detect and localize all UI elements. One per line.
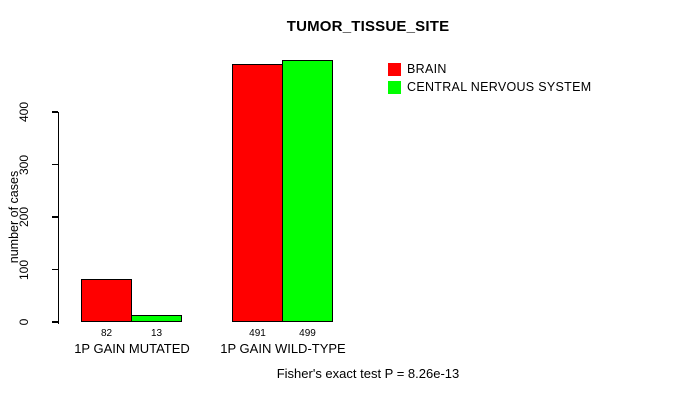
legend-swatch: [388, 80, 401, 94]
chart-title: TUMOR_TISSUE_SITE: [286, 18, 450, 35]
y-axis-tick: [51, 163, 58, 166]
y-axis-line: [57, 112, 59, 324]
y-axis-tick: [51, 111, 58, 113]
y-axis-tick: [51, 268, 58, 271]
y-tick-label: 300: [17, 154, 31, 175]
legend-label: BRAIN: [407, 62, 447, 76]
y-axis-tick: [51, 321, 58, 323]
bar-value-label: 82: [100, 328, 113, 339]
bar-value-label: 499: [299, 328, 316, 339]
legend-item: BRAIN: [388, 62, 591, 76]
legend: BRAIN CENTRAL NERVOUS SYSTEM: [388, 62, 591, 98]
bar-value-label: 13: [150, 328, 163, 339]
bar: [232, 64, 283, 322]
caption-text: Fisher's exact test P = 8.26e-13: [276, 366, 460, 381]
bar-value-label: 491: [249, 328, 266, 339]
y-tick-label: 0: [17, 318, 31, 326]
bar: [81, 279, 132, 322]
y-tick-label: 200: [17, 206, 31, 228]
legend-item: CENTRAL NERVOUS SYSTEM: [388, 80, 591, 94]
y-axis-tick: [51, 216, 58, 218]
y-tick-label: 100: [17, 259, 31, 280]
x-category-label: 1P GAIN WILD-TYPE: [220, 341, 346, 356]
legend-swatch: [388, 62, 401, 76]
bar: [282, 60, 333, 322]
x-category-label: 1P GAIN MUTATED: [74, 341, 190, 356]
bar: [131, 315, 182, 322]
y-tick-label: 400: [17, 101, 31, 123]
legend-label: CENTRAL NERVOUS SYSTEM: [407, 80, 592, 94]
